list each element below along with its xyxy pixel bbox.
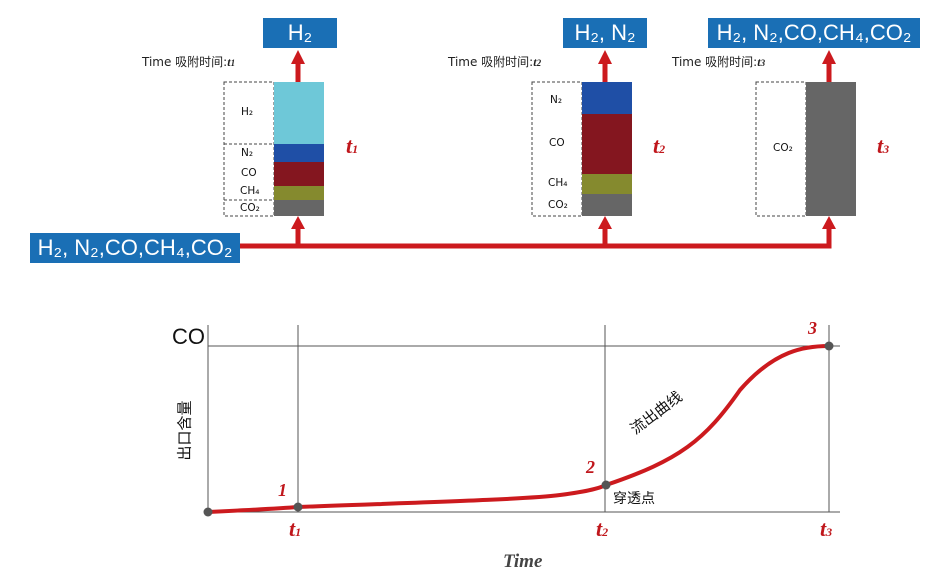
co2-layer [274, 200, 324, 216]
col3-co2-label: CO₂ [773, 142, 793, 154]
ch4-layer [582, 174, 632, 194]
adsorber-column-3 [755, 81, 856, 217]
point-2-dot [601, 480, 611, 490]
feed-gas-box: H₂, N₂,CO,CH₄,CO₂ [30, 233, 240, 263]
x-tick-t2-t: t [596, 516, 603, 541]
co2-layer [806, 82, 856, 216]
breakthrough-curve [206, 344, 831, 514]
time-label-1-sub: 1 [230, 58, 236, 68]
x-tick-t1-sub: 1 [295, 525, 302, 539]
col1-ch4-label: CH₄ [240, 185, 260, 197]
h2-layer [274, 82, 324, 144]
x-tick-t2-sub: 2 [602, 525, 609, 539]
column-3-time-t: t [877, 133, 884, 158]
inlet-arrows [291, 216, 836, 229]
column-3-time-sub: 3 [883, 142, 890, 156]
feed-pipe [240, 226, 832, 249]
point-3-dot [824, 341, 834, 351]
col1-co2-label: CO₂ [240, 202, 260, 214]
y-top-label: CO [172, 324, 205, 349]
time-label-2: Time 吸附时间:t2 [448, 53, 541, 70]
adsorber-column-1 [223, 81, 324, 217]
column-1-time-sub: 1 [352, 142, 359, 156]
start-dot [203, 507, 213, 517]
outlet-arrows [291, 50, 836, 82]
x-tick-t1: t1 [289, 516, 301, 542]
co-layer [274, 162, 324, 186]
time-label-2-t: t [533, 55, 537, 69]
column-3-time: t3 [877, 133, 889, 159]
point-1-label: 1 [278, 480, 287, 500]
point-1-dot [293, 502, 303, 512]
x-axis-label: Time [503, 551, 543, 572]
n2-layer [274, 144, 324, 162]
ch4-layer [274, 186, 324, 200]
time-label-1: Time 吸附时间:t1 [142, 53, 235, 70]
col2-n2-label: N₂ [550, 94, 563, 106]
col2-co-label: CO [549, 137, 565, 149]
col1-n2-label: N₂ [241, 147, 254, 159]
adsorber-column-2 [531, 81, 632, 217]
time-label-3: Time 吸附时间:t3 [672, 53, 765, 70]
point-2-label: 2 [586, 457, 595, 477]
col1-h2-label: H₂ [241, 106, 254, 118]
co-layer [582, 114, 632, 174]
n2-layer [582, 82, 632, 114]
column-1-time: t1 [346, 133, 358, 159]
time-label-3-sub: 3 [760, 58, 766, 68]
y-axis-label: 出口含量 [175, 400, 194, 461]
column-2-time-t: t [653, 133, 660, 158]
x-tick-t3-t: t [820, 516, 827, 541]
time-label-2-prefix: Time 吸附时间: [448, 55, 534, 69]
outlet-box-2: H₂, N₂ [563, 18, 647, 48]
point-3-label: 3 [808, 318, 817, 338]
breakthrough-label: 穿透点 [613, 491, 655, 507]
time-label-3-prefix: Time 吸附时间: [672, 55, 758, 69]
column-1-time-t: t [346, 133, 353, 158]
outlet-box-1: H₂ [263, 18, 337, 48]
x-tick-t3: t3 [820, 516, 832, 542]
x-tick-t3-sub: 3 [826, 525, 833, 539]
column-2-time-sub: 2 [659, 142, 666, 156]
col2-co2-label: CO₂ [548, 199, 568, 211]
time-label-1-t: t [227, 55, 231, 69]
co2-layer [582, 194, 632, 216]
x-tick-t1-t: t [289, 516, 296, 541]
col1-co-label: CO [241, 167, 257, 179]
time-label-3-t: t [757, 55, 761, 69]
x-tick-t2: t2 [596, 516, 608, 542]
outlet-box-3: H₂, N₂,CO,CH₄,CO₂ [708, 18, 920, 48]
graph-frame [207, 325, 840, 513]
time-label-2-sub: 2 [536, 58, 542, 68]
col2-ch4-label: CH₄ [548, 177, 568, 189]
time-label-1-prefix: Time 吸附时间: [142, 55, 228, 69]
column-2-time: t2 [653, 133, 665, 159]
